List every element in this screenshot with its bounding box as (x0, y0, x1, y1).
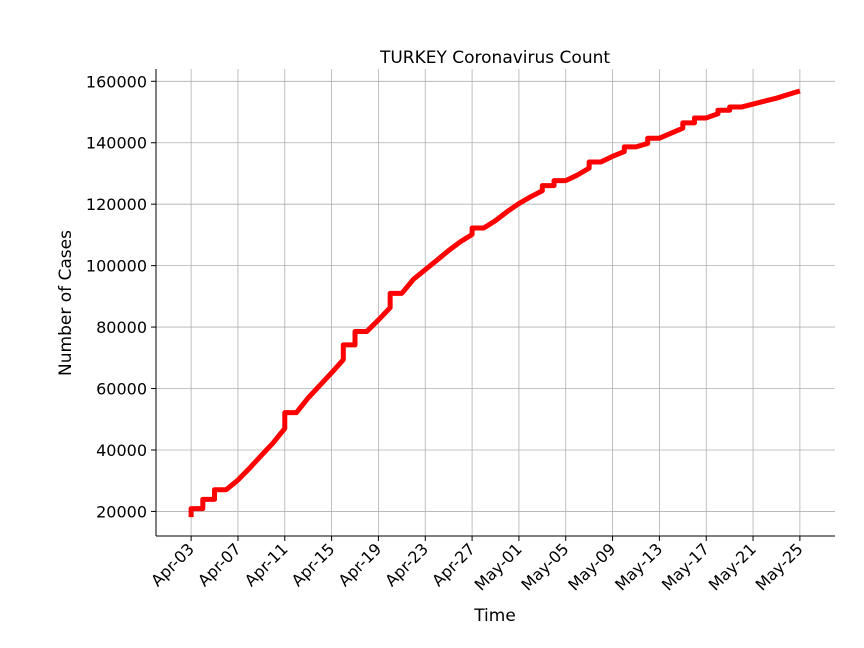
x-tick-label: Apr-15 (288, 539, 339, 590)
y-tick-label: 100000 (86, 257, 147, 276)
grid-lines (156, 69, 835, 536)
y-tick-label: 40000 (96, 441, 147, 460)
y-tick-label: 120000 (86, 195, 147, 214)
x-tick-label: Apr-19 (334, 539, 385, 590)
y-tick-label: 20000 (96, 502, 147, 521)
x-tick-label: Apr-07 (194, 539, 245, 590)
y-tick-label: 160000 (86, 72, 147, 91)
x-tick-label: May-13 (611, 539, 666, 594)
x-tick-label: May-05 (517, 539, 572, 594)
x-tick-label: Apr-03 (147, 539, 198, 590)
y-axis-ticks: 20000 40000 60000 80000 100000 120000 140000 16… (86, 72, 156, 521)
chart-title: TURKEY Coronavirus Count (379, 48, 610, 68)
y-tick-label: 80000 (96, 318, 147, 337)
x-tick-label: May-09 (564, 539, 619, 594)
x-tick-label: Apr-11 (241, 539, 292, 590)
x-axis-ticks: Apr-03Apr-07Apr-11Apr-15Apr-19Apr-23Apr-… (147, 536, 807, 595)
x-tick-label: May-25 (752, 539, 807, 594)
series-line (188, 88, 801, 518)
x-tick-label: Apr-23 (381, 539, 432, 590)
x-axis-label: Time (473, 606, 516, 626)
x-tick-label: May-17 (658, 539, 713, 594)
axes (155, 69, 835, 537)
x-tick-label: May-01 (471, 539, 526, 594)
x-tick-label: May-21 (705, 539, 760, 594)
y-axis-label: Number of Cases (56, 230, 76, 376)
y-tick-label: 140000 (86, 134, 147, 153)
y-tick-label: 60000 (96, 380, 147, 399)
data-series (188, 88, 801, 518)
